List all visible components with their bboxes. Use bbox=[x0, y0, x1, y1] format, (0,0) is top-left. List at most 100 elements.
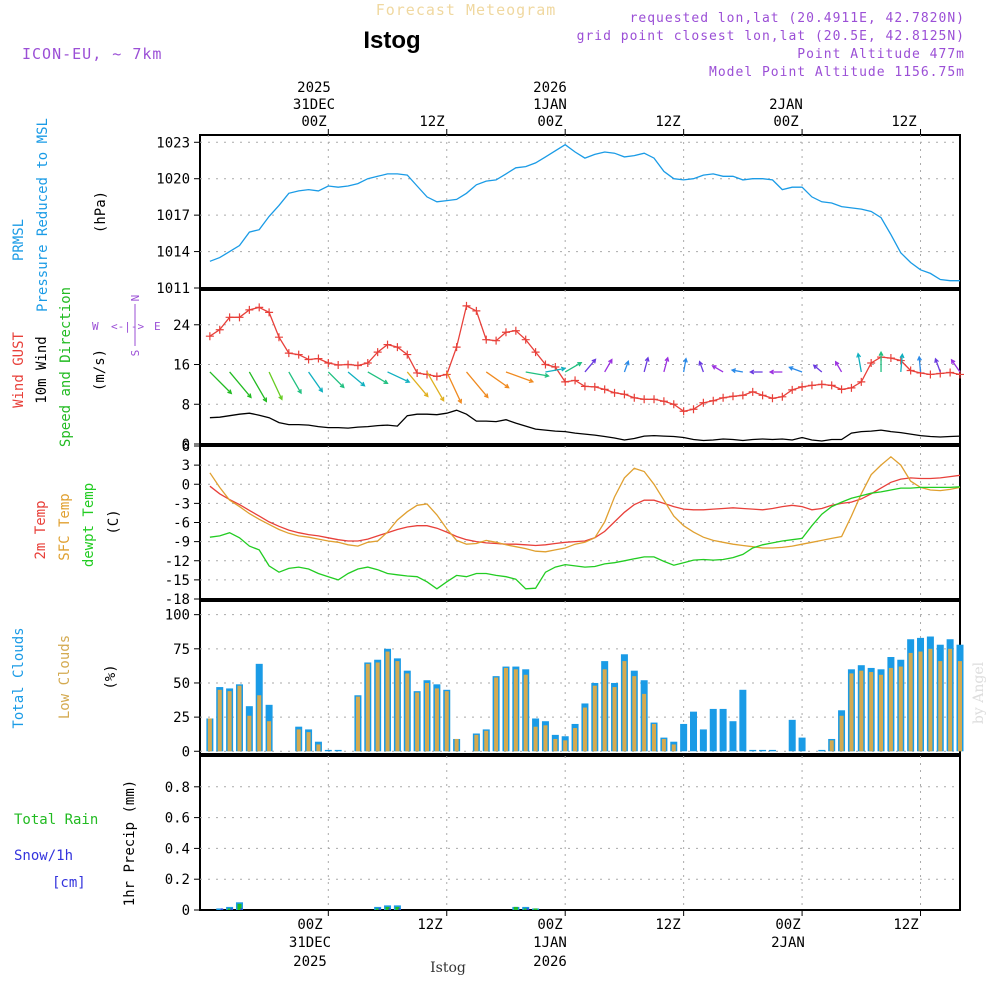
precip-axis-label: 1hr Precip (mm) bbox=[122, 780, 138, 906]
low-cloud-bar bbox=[415, 692, 420, 752]
gust-marker bbox=[659, 397, 668, 406]
total-cloud-bar bbox=[719, 708, 727, 752]
point-altitude: Point Altitude 477m bbox=[797, 47, 965, 62]
gust-marker bbox=[748, 387, 757, 396]
gust-marker bbox=[413, 368, 422, 377]
gust-marker bbox=[274, 333, 283, 342]
top-date-1: 31DEC bbox=[293, 97, 335, 113]
wind-direction-arrow bbox=[248, 371, 268, 403]
gust-marker bbox=[847, 383, 856, 392]
low-cloud-bar bbox=[296, 729, 301, 752]
clouds-ytick-label: 75 bbox=[173, 642, 190, 658]
total-cloud-bar bbox=[729, 721, 737, 752]
snow-bar bbox=[230, 908, 233, 910]
gust-marker bbox=[403, 350, 412, 359]
wind-direction-arrow bbox=[288, 371, 302, 395]
marks-layer bbox=[205, 143, 964, 910]
gust-marker bbox=[650, 395, 659, 404]
gust-marker bbox=[511, 326, 520, 335]
low-cloud-bar bbox=[503, 667, 508, 752]
gust-marker bbox=[284, 349, 293, 358]
low-cloud-bar bbox=[257, 695, 262, 752]
low-cloud-bar bbox=[612, 687, 617, 752]
low-cloud-bar bbox=[237, 685, 242, 752]
wind-direction-arrow bbox=[327, 371, 345, 389]
gust-marker bbox=[423, 370, 432, 379]
temperature-ytick-label: -18 bbox=[165, 592, 190, 608]
gust-marker bbox=[709, 396, 718, 405]
wind-direction-arrow bbox=[564, 362, 583, 373]
pressure-ytick-label: 1014 bbox=[156, 245, 190, 261]
low-cloud-bar bbox=[425, 682, 430, 752]
wind-direction-arrow bbox=[768, 369, 783, 375]
precip-label-cm: [cm] bbox=[52, 875, 86, 891]
wind-panel-frame bbox=[199, 289, 961, 445]
wind-direction-arrow bbox=[406, 371, 429, 398]
gust-marker bbox=[373, 348, 382, 357]
wind-direction-arrow bbox=[878, 350, 884, 372]
total-cloud-bar bbox=[739, 689, 747, 752]
temperature-ytick-label: 0 bbox=[182, 477, 190, 493]
wind-direction-arrow bbox=[950, 358, 961, 373]
low-cloud-bar bbox=[632, 676, 637, 752]
low-cloud-bar bbox=[622, 661, 627, 752]
gust-marker bbox=[294, 350, 303, 359]
gust-marker bbox=[946, 368, 955, 377]
low-cloud-bar bbox=[553, 738, 558, 752]
total-cloud-bar bbox=[324, 749, 332, 752]
gust-marker bbox=[314, 354, 323, 363]
low-cloud-bar bbox=[908, 652, 913, 752]
gust-marker bbox=[215, 325, 224, 334]
low-cloud-bar bbox=[592, 685, 597, 752]
precip-ytick-label: 0.8 bbox=[165, 780, 190, 796]
wind-direction-arrow bbox=[730, 368, 743, 374]
location-title: Istog bbox=[363, 27, 420, 54]
wind-direction-arrow bbox=[367, 371, 389, 384]
bottom-hour-6: 12Z bbox=[893, 917, 918, 933]
low-cloud-bar bbox=[573, 728, 578, 752]
rain-bar bbox=[237, 903, 242, 910]
wind-label-dir: Speed and Direction bbox=[58, 287, 74, 447]
low-cloud-bar bbox=[444, 691, 449, 752]
total-cloud-bar bbox=[759, 749, 767, 752]
low-cloud-bar bbox=[316, 744, 321, 752]
low-cloud-bar bbox=[474, 734, 479, 752]
total-precip-bar bbox=[522, 906, 530, 910]
compass-n: N bbox=[129, 295, 142, 302]
temperature-ytick-label: -6 bbox=[173, 516, 190, 532]
total-cloud-bar bbox=[709, 708, 717, 752]
compass-s: S bbox=[129, 350, 142, 357]
total-cloud-bar bbox=[818, 749, 826, 752]
gust-marker bbox=[817, 380, 826, 389]
pressure-ytick-label: 1011 bbox=[156, 281, 190, 297]
low-cloud-bar bbox=[652, 723, 657, 752]
temperature-ytick-label: 6 bbox=[182, 439, 190, 455]
clouds-ytick-label: 100 bbox=[165, 608, 190, 624]
low-cloud-bar bbox=[267, 721, 272, 752]
cloud-unit: (%) bbox=[103, 664, 119, 689]
low-cloud-bar bbox=[879, 674, 884, 752]
clouds-ytick-label: 0 bbox=[182, 744, 190, 760]
wind-direction-arrow bbox=[834, 360, 843, 373]
gust-marker bbox=[728, 392, 737, 401]
gust-marker bbox=[304, 355, 313, 364]
wind-direction-arrow bbox=[604, 358, 613, 373]
low-cloud-bar bbox=[494, 677, 499, 752]
temp-label-sfc: SFC Temp bbox=[57, 493, 73, 560]
gust-marker bbox=[492, 336, 501, 345]
precip-label-snow: Snow/1h bbox=[14, 848, 73, 864]
gust-marker bbox=[501, 328, 510, 337]
wind-direction-arrow bbox=[465, 371, 489, 399]
gust-marker bbox=[432, 372, 441, 381]
top-date-3: 2JAN bbox=[769, 97, 803, 113]
compass-legend: W <-|-> E N S bbox=[92, 295, 161, 357]
wind-direction-arrow bbox=[268, 371, 283, 401]
gust-marker bbox=[205, 332, 214, 341]
low-cloud-bar bbox=[859, 670, 864, 752]
gust-marker bbox=[798, 382, 807, 391]
wind-direction-arrow bbox=[623, 360, 630, 373]
low-cloud-bar bbox=[306, 732, 311, 752]
low-cloud-bar bbox=[227, 691, 232, 752]
bottom-hour-5: 00Z bbox=[775, 917, 800, 933]
wind-direction-arrow bbox=[856, 352, 862, 373]
